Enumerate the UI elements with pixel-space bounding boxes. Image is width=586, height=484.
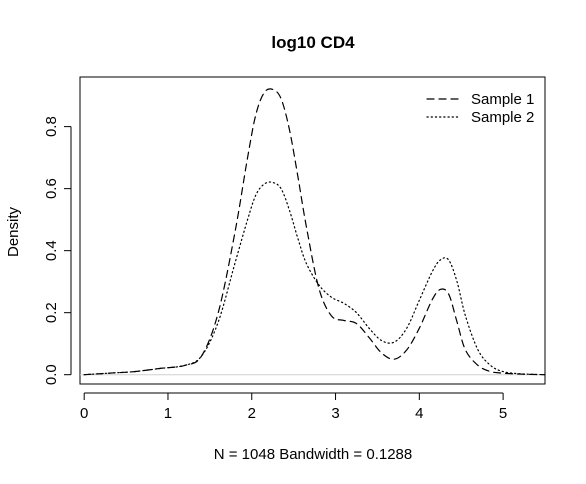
y-tick-label: 0.6	[43, 178, 60, 199]
series-line-1	[83, 88, 546, 376]
x-tick-label: 5	[499, 405, 507, 422]
legend-label-1: Sample 1	[471, 91, 534, 108]
x-tick-label: 0	[80, 405, 88, 422]
x-tick-label: 1	[164, 405, 172, 422]
x-tick-label: 4	[415, 405, 423, 422]
plot-frame	[79, 76, 546, 385]
y-axis-label: Density	[5, 206, 22, 257]
series-line-2	[83, 181, 546, 376]
x-axis-label: N = 1048 Bandwidth = 0.1288	[214, 446, 413, 463]
y-tick-label: 0.8	[43, 116, 60, 137]
plot-layer: 0 1 2 3 4 5 0.0 0.2 0.4 0.6 0.8	[43, 88, 546, 422]
y-tick-label: 0.0	[43, 364, 60, 385]
x-tick-label: 3	[331, 405, 339, 422]
x-tick-label: 2	[248, 405, 256, 422]
chart-title: log10 CD4	[271, 33, 355, 52]
y-tick-label: 0.4	[43, 240, 60, 261]
y-tick-label: 0.2	[43, 302, 60, 323]
legend-label-2: Sample 2	[471, 109, 534, 126]
